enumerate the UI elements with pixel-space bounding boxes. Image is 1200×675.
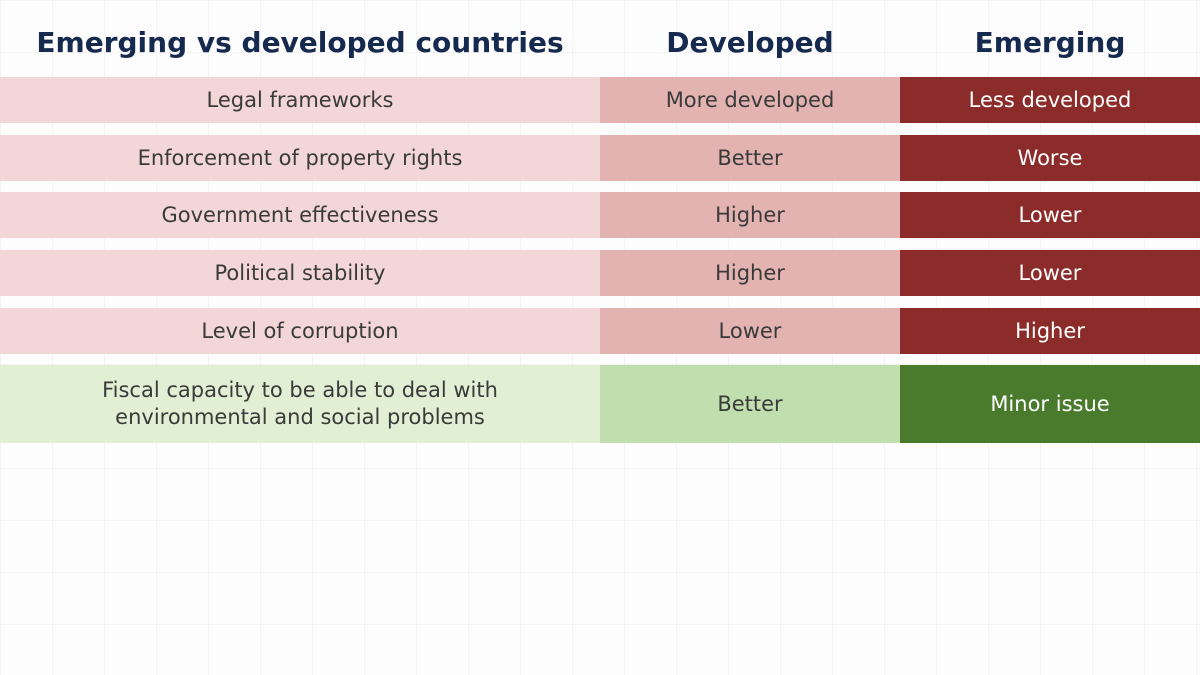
developed-cell: Lower <box>600 308 900 354</box>
table-header: Emerging vs developed countries Develope… <box>0 18 1200 68</box>
criterion-cell: Political stability <box>0 250 600 296</box>
table-row: Political stability Higher Lower <box>0 250 1200 296</box>
table-row: Legal frameworks More developed Less dev… <box>0 77 1200 123</box>
developed-cell: Higher <box>600 192 900 238</box>
header-developed: Developed <box>666 26 834 59</box>
emerging-cell: Worse <box>900 135 1200 181</box>
criterion-cell: Level of corruption <box>0 308 600 354</box>
table-row: Enforcement of property rights Better Wo… <box>0 135 1200 181</box>
criterion-cell: Enforcement of property rights <box>0 135 600 181</box>
criterion-cell: Legal frameworks <box>0 77 600 123</box>
criterion-cell: Government effectiveness <box>0 192 600 238</box>
emerging-cell: Lower <box>900 192 1200 238</box>
emerging-cell: Lower <box>900 250 1200 296</box>
developed-cell: Higher <box>600 250 900 296</box>
developed-cell: Better <box>600 135 900 181</box>
emerging-cell: Minor issue <box>900 365 1200 443</box>
emerging-cell: Less developed <box>900 77 1200 123</box>
header-criteria: Emerging vs developed countries <box>36 26 564 59</box>
emerging-cell: Higher <box>900 308 1200 354</box>
table-row: Government effectiveness Higher Lower <box>0 192 1200 238</box>
header-emerging: Emerging <box>974 26 1126 59</box>
criterion-cell: Fiscal capacity to be able to deal with … <box>0 365 600 443</box>
table-row: Level of corruption Lower Higher <box>0 308 1200 354</box>
developed-cell: Better <box>600 365 900 443</box>
table-row: Fiscal capacity to be able to deal with … <box>0 365 1200 443</box>
developed-cell: More developed <box>600 77 900 123</box>
